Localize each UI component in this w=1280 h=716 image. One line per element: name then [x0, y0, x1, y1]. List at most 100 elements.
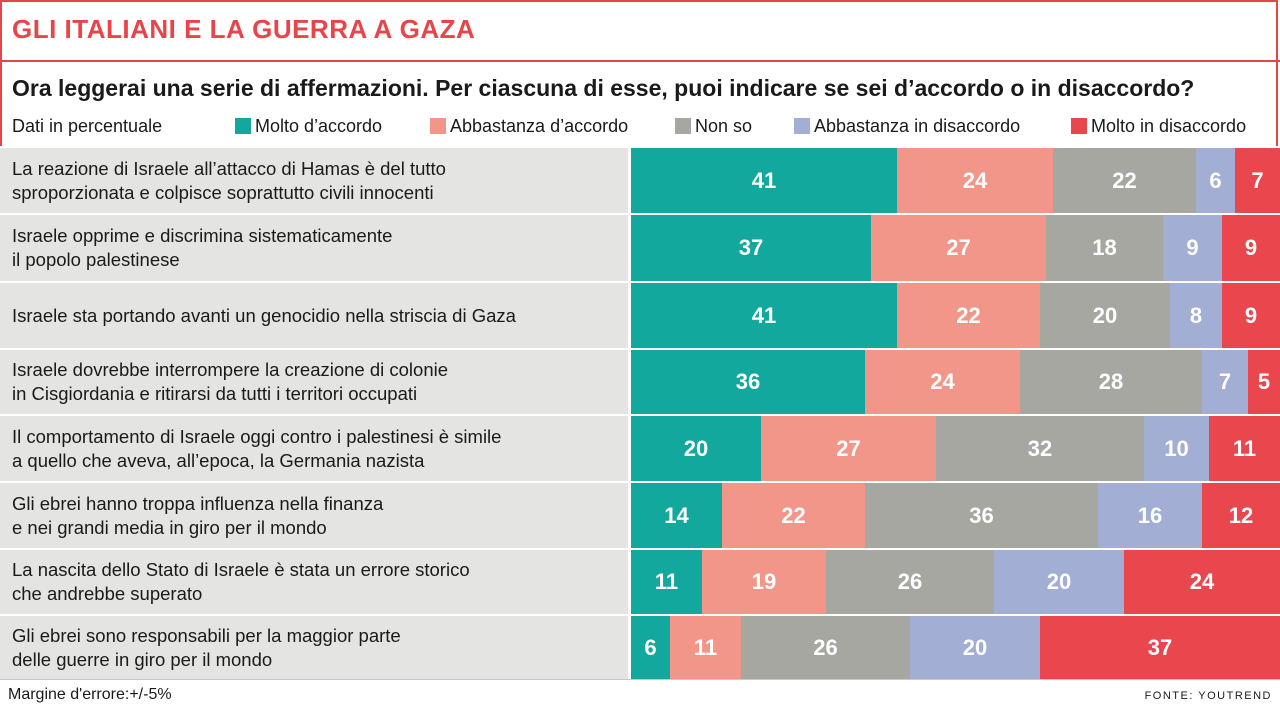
bar-segment: 8 — [1170, 283, 1222, 348]
title-divider — [0, 60, 1280, 62]
data-label: 28 — [1098, 369, 1124, 394]
data-label: 22 — [781, 502, 806, 528]
chart-title: GLI ITALIANI E LA GUERRA A GAZA — [12, 14, 476, 44]
stacked-bar: 20 27 32 10 11 — [631, 416, 1280, 481]
data-label: 41 — [751, 167, 777, 193]
data-label: 11 — [693, 635, 718, 660]
survey-question: Ora leggerai una serie di affermazioni. … — [12, 75, 1195, 101]
data-label: 20 — [1046, 569, 1072, 594]
bar-segment: 37 — [631, 215, 871, 281]
chart-row: Gli ebrei sono responsabili per la maggi… — [0, 614, 1280, 680]
legend-swatch — [675, 118, 691, 134]
source-credit: FONTE: YOUTREND — [1144, 690, 1272, 702]
legend-note: Dati in percentuale — [12, 116, 163, 136]
legend-label: Non so — [695, 116, 753, 136]
data-label: 8 — [1189, 302, 1203, 328]
stacked-bar: 6 11 26 20 37 — [631, 616, 1280, 680]
legend-label: Molto in disaccordo — [1091, 116, 1247, 136]
bar-segment: 9 — [1163, 215, 1222, 281]
bar-segment: 37 — [1040, 616, 1280, 680]
data-label: 12 — [1228, 502, 1254, 528]
statement-label: La reazione di Israele all’attacco di Ha… — [0, 148, 628, 213]
chart-row: Israele sta portando avanti un genocidio… — [0, 281, 1280, 348]
error-margin-note: Margine d'errore:+/-5% — [8, 686, 172, 703]
bar-segment: 7 — [1235, 148, 1280, 213]
data-label: 7 — [1251, 167, 1264, 193]
data-label: 37 — [738, 235, 764, 260]
bar-segment: 18 — [1046, 215, 1163, 281]
data-label: 10 — [1164, 435, 1189, 461]
data-label: 36 — [735, 369, 761, 394]
bar-segment: 9 — [1222, 215, 1280, 281]
bar-segment: 27 — [871, 215, 1046, 281]
stacked-bar: 14 22 36 16 12 — [631, 483, 1280, 548]
data-label: 20 — [1092, 302, 1118, 328]
data-label: 18 — [1092, 235, 1117, 260]
bar-segment: 36 — [631, 350, 865, 414]
data-label: 19 — [751, 569, 777, 594]
statement-label: Gli ebrei sono responsabili per la maggi… — [0, 616, 628, 680]
data-label: 14 — [664, 502, 689, 528]
statement-label: Israele dovrebbe interrompere la creazio… — [0, 350, 628, 414]
bar-segment: 24 — [865, 350, 1020, 414]
data-label: 24 — [962, 167, 988, 193]
chart-row: Il comportamento di Israele oggi contro … — [0, 414, 1280, 481]
data-label: 9 — [1186, 235, 1199, 260]
chart-row: La reazione di Israele all’attacco di Ha… — [0, 146, 1280, 213]
data-label: 22 — [1112, 167, 1137, 193]
data-label: 41 — [751, 302, 777, 328]
data-label: 27 — [946, 235, 971, 260]
bar-segment: 20 — [631, 416, 761, 481]
data-label: 16 — [1137, 502, 1163, 528]
bar-segment: 28 — [1020, 350, 1202, 414]
legend-item-1: Molto d’accordo — [235, 116, 382, 137]
bar-segment: 6 — [1196, 148, 1235, 213]
data-label: 5 — [1257, 369, 1271, 394]
bar-segment: 10 — [1144, 416, 1209, 481]
data-label: 9 — [1244, 302, 1258, 328]
data-label: 7 — [1218, 369, 1232, 394]
legend-item-5: Molto in disaccordo — [1071, 116, 1246, 137]
legend-label: Molto d’accordo — [255, 116, 383, 136]
data-label: 9 — [1244, 235, 1258, 260]
bar-segment: 36 — [865, 483, 1098, 548]
legend-swatch — [1071, 118, 1087, 134]
statement-label: Gli ebrei hanno troppa influenza nella f… — [0, 483, 628, 548]
stacked-bar-chart: La reazione di Israele all’attacco di Ha… — [0, 146, 1280, 680]
statement-label: La nascita dello Stato di Israele è stat… — [0, 550, 628, 614]
data-label: 6 — [1209, 167, 1222, 193]
data-label: 36 — [969, 502, 994, 528]
chart-row: La nascita dello Stato di Israele è stat… — [0, 548, 1280, 614]
bar-segment: 22 — [1053, 148, 1196, 213]
statement-label: Il comportamento di Israele oggi contro … — [0, 416, 628, 481]
bar-segment: 12 — [1202, 483, 1280, 548]
bar-segment: 22 — [897, 283, 1040, 348]
data-label: 20 — [962, 635, 988, 660]
stacked-bar: 37 27 18 9 9 — [631, 215, 1280, 281]
bar-segment: 22 — [722, 483, 865, 548]
legend-item-3: Non so — [675, 116, 752, 137]
legend-swatch — [235, 118, 251, 134]
data-label: 20 — [683, 435, 709, 461]
data-label: 26 — [813, 635, 838, 660]
bar-segment: 20 — [910, 616, 1040, 680]
bar-segment: 11 — [631, 550, 702, 614]
data-label: 24 — [1189, 569, 1215, 594]
data-label: 27 — [836, 435, 861, 461]
legend-item-2: Abbastanza d’accordo — [430, 116, 628, 137]
bar-segment: 20 — [994, 550, 1124, 614]
bar-segment: 27 — [761, 416, 936, 481]
bar-segment: 41 — [631, 283, 897, 348]
stacked-bar: 41 22 20 8 9 — [631, 283, 1280, 348]
bar-segment: 26 — [826, 550, 994, 614]
bar-segment: 16 — [1098, 483, 1202, 548]
legend-swatch — [430, 118, 446, 134]
bar-segment: 24 — [897, 148, 1053, 213]
bar-segment: 6 — [631, 616, 670, 680]
data-label: 6 — [644, 635, 657, 660]
chart-row: Israele opprime e discrimina sistematica… — [0, 213, 1280, 281]
legend: Dati in percentuale Molto d’accordo Abbas… — [12, 114, 1274, 138]
statement-label: Israele opprime e discrimina sistematica… — [0, 215, 628, 281]
data-label: 37 — [1147, 635, 1173, 660]
chart-row: Israele dovrebbe interrompere la creazio… — [0, 348, 1280, 414]
